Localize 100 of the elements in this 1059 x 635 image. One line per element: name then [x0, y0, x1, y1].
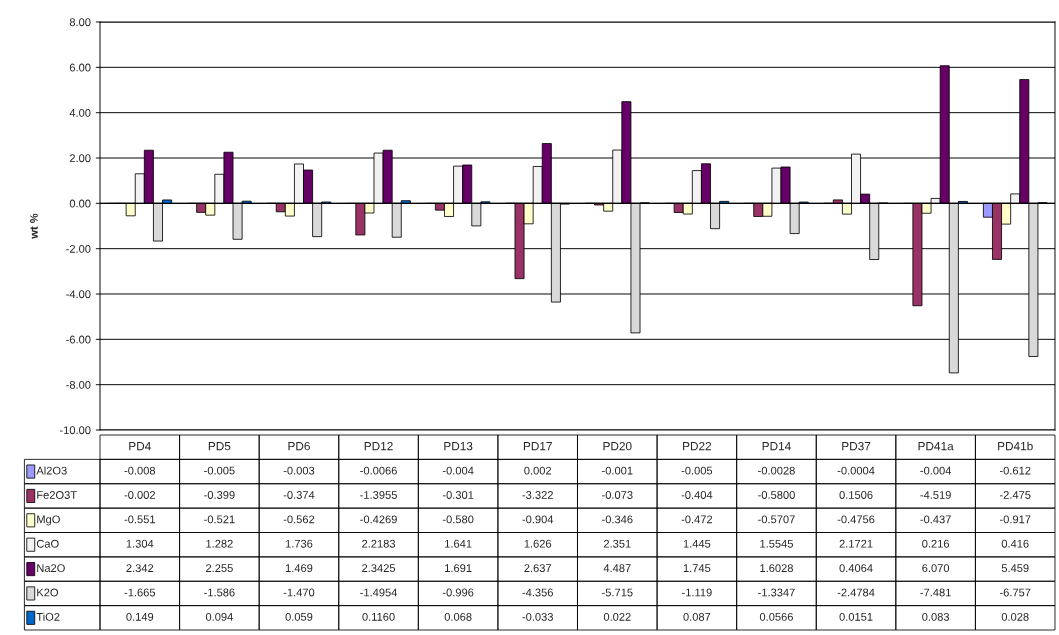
data-label: -1.586: [204, 588, 235, 597]
data-label: -0.521: [204, 515, 235, 524]
legend-label: TiO2: [36, 612, 60, 621]
data-label: -0.005: [681, 466, 713, 475]
legend-label: MgO: [37, 515, 60, 526]
x-tick-label: PD12: [364, 442, 393, 451]
data-label: -4.356: [522, 588, 553, 597]
data-label: -0.612: [999, 466, 1031, 475]
data-label: -0.4756: [837, 515, 875, 524]
data-label: -1.4954: [360, 588, 398, 597]
data-label: 5.459: [1001, 564, 1029, 573]
data-label: 0.094: [205, 612, 233, 621]
y-axis-title: wt %: [29, 213, 38, 239]
data-label: 0.068: [444, 612, 472, 621]
data-label: -0.003: [283, 466, 315, 475]
data-label: 0.149: [126, 612, 154, 621]
x-tick-label: PD4: [129, 442, 151, 451]
data-label: 0.002: [524, 466, 552, 475]
data-label: -2.4784: [837, 588, 875, 597]
data-label: -1.3955: [360, 491, 397, 499]
y-tick-label: -6.00: [66, 335, 91, 344]
data-label: 0.1506: [839, 491, 873, 499]
data-label: -0.301: [442, 491, 474, 499]
data-label: 1.641: [445, 539, 472, 548]
data-label: -5.715: [602, 588, 633, 597]
data-label: -0.346: [602, 515, 633, 524]
y-tick-label: 2.00: [69, 154, 91, 163]
data-label: 2.1721: [839, 539, 873, 548]
data-label: -0.399: [204, 491, 235, 499]
x-tick-label: PD37: [842, 442, 871, 451]
data-label: -0.0004: [837, 466, 875, 475]
data-label: -0.073: [602, 491, 633, 499]
y-tick-label: 8.00: [69, 18, 91, 27]
x-tick-label: PD6: [288, 442, 310, 451]
data-label: 2.351: [603, 539, 631, 548]
data-label: 2.3425: [362, 564, 396, 573]
data-label: 1.445: [683, 539, 711, 548]
x-tick-label: PD14: [762, 442, 791, 451]
data-label: -0.5707: [758, 515, 795, 524]
data-label: 0.216: [922, 539, 950, 548]
data-label: -1.119: [682, 588, 712, 597]
data-label: -0.917: [999, 515, 1031, 524]
data-label: 0.4064: [839, 564, 873, 573]
data-label: 1.469: [285, 564, 313, 573]
legend-label: Na2O: [37, 564, 65, 573]
data-label: -0.904: [522, 515, 554, 524]
data-label: 0.0566: [759, 612, 793, 621]
data-label: 1.745: [683, 564, 711, 573]
data-label: -0.996: [442, 588, 474, 597]
data-label: -0.0066: [360, 466, 397, 475]
data-label: -0.4269: [360, 515, 397, 524]
x-tick-label: PD41a: [918, 442, 954, 451]
data-label: 0.083: [922, 612, 950, 621]
data-label: 2.342: [126, 564, 154, 573]
data-label: 1.691: [445, 564, 472, 573]
legend-label: K2O: [37, 588, 59, 597]
data-label: -0.374: [283, 491, 315, 499]
data-label: -0.472: [681, 515, 713, 524]
data-label: 2.2183: [362, 539, 396, 548]
x-tick-label: PD22: [683, 442, 712, 451]
data-label: -0.002: [124, 491, 155, 499]
data-label: -1.665: [124, 588, 156, 597]
y-tick-label: -8.00: [66, 380, 91, 389]
data-label: -0.0028: [758, 466, 795, 475]
x-tick-label: PD41b: [998, 441, 1033, 451]
data-label: 0.028: [1001, 612, 1029, 621]
data-label: 2.255: [206, 564, 233, 573]
data-label: 0.1160: [362, 612, 395, 621]
x-tick-label: PD13: [444, 442, 473, 451]
data-label: -0.580: [442, 515, 474, 524]
data-label: -2.475: [999, 491, 1031, 499]
data-label: 6.070: [922, 564, 950, 573]
data-label: 4.487: [603, 564, 631, 573]
data-label: -0.033: [522, 612, 553, 621]
data-label: -4.519: [920, 491, 951, 499]
data-label: 1.282: [206, 539, 233, 548]
x-tick-label: PD17: [523, 442, 552, 451]
legend-label: Al2O3: [36, 466, 67, 475]
data-label: -0.551: [124, 515, 155, 524]
y-tick-label: 6.00: [69, 63, 91, 72]
legend-label: CaO: [36, 539, 59, 548]
data-label: 1.626: [524, 539, 552, 548]
data-label: 1.736: [285, 539, 313, 548]
data-label: 0.087: [683, 612, 711, 621]
data-label: -3.322: [522, 491, 553, 499]
data-label: -0.004: [442, 466, 474, 475]
data-label: -0.004: [920, 466, 952, 475]
data-label: -0.008: [124, 466, 156, 475]
x-tick-label: PD20: [603, 442, 632, 451]
x-tick-label: PD5: [208, 442, 231, 451]
data-label: 1.304: [126, 539, 154, 548]
data-label: -0.5800: [758, 491, 795, 499]
data-label: -0.437: [920, 515, 951, 524]
data-label: -6.757: [999, 588, 1031, 597]
data-label: 0.022: [603, 612, 631, 621]
data-label: 0.059: [285, 612, 313, 621]
data-label: -1.470: [283, 588, 315, 597]
data-label: -0.562: [283, 515, 315, 524]
data-label: 0.0151: [839, 612, 873, 621]
data-label: -1.3347: [758, 588, 795, 597]
